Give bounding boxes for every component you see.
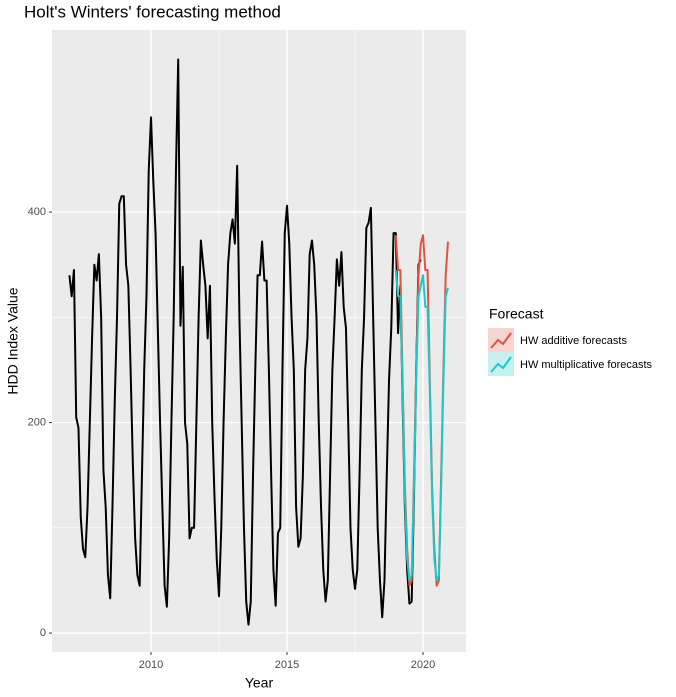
legend-label: HW multiplicative forecasts (520, 359, 653, 371)
legend-key (490, 356, 512, 373)
y-axis-title: HDD Index Value (5, 287, 21, 394)
plot-panel (52, 30, 466, 652)
legend-title: Forecast (489, 306, 544, 322)
x-axis-title: Year (245, 675, 274, 691)
chart-title: Holt's Winters' forecasting method (24, 2, 281, 21)
series-line (394, 269, 449, 582)
y-tick-label: 200 (28, 416, 46, 428)
y-tick-label: 400 (28, 206, 46, 218)
legend-key-bg (488, 352, 514, 376)
x-tick-label: 2015 (275, 659, 299, 671)
legend-label: HW additive forecasts (520, 335, 627, 347)
x-tick-label: 2020 (411, 659, 435, 671)
legend-key-bg (488, 328, 514, 352)
y-tick-label: 0 (40, 627, 46, 639)
series-line (68, 58, 422, 626)
x-tick-label: 2010 (139, 659, 163, 671)
legend-key (490, 332, 512, 349)
